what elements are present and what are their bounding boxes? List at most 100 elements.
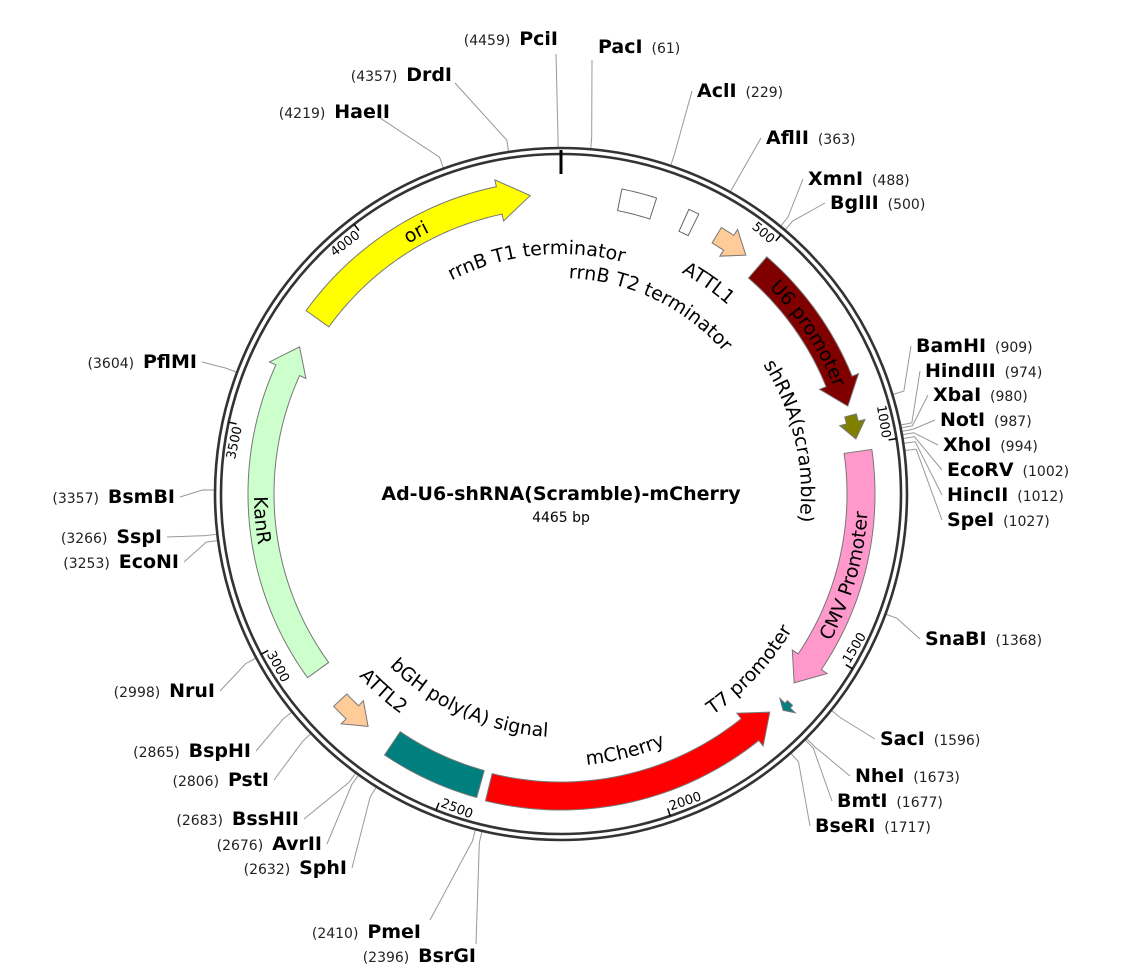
site-label[interactable]: (4357) DrdI (351, 64, 452, 86)
site-pcii[interactable]: (4459) PciI (464, 28, 558, 50)
site-label[interactable]: BmtI (1677) (837, 790, 943, 812)
tick-mark (775, 234, 782, 242)
site-nrui[interactable]: (2998) NruI (114, 680, 215, 702)
feature-bgh-poly-a-signal[interactable] (383, 731, 485, 799)
site-label[interactable]: (3266) SspI (61, 526, 162, 548)
feature-attl2[interactable] (332, 693, 369, 727)
site-name: BamHI (916, 335, 986, 357)
site-leader-line (805, 739, 833, 802)
site-psti[interactable]: (2806) PstI (172, 769, 269, 791)
tick-label: 1000 (873, 404, 893, 439)
site-acli[interactable]: AclI (229) (697, 80, 783, 102)
site-bmti[interactable]: BmtI (1677) (837, 790, 943, 812)
site-drdi[interactable]: (4357) DrdI (351, 64, 452, 86)
site-label[interactable]: EcoRV (1002) (947, 459, 1069, 481)
site-label[interactable]: (2683) BssHII (176, 808, 299, 830)
site-name: BssHII (232, 808, 299, 830)
site-name: PacI (598, 36, 643, 58)
site-position: (994) (991, 439, 1038, 455)
site-label[interactable]: (2806) PstI (172, 769, 269, 791)
site-avrii[interactable]: (2676) AvrII (217, 833, 322, 855)
feature-label-text: shRNA(scramble) (759, 356, 818, 524)
site-xbai[interactable]: XbaI (980) (933, 384, 1028, 406)
feature-ori[interactable] (305, 179, 532, 328)
site-label[interactable]: PacI (61) (598, 36, 680, 58)
site-nhei[interactable]: NheI (1673) (855, 765, 960, 787)
site-bsshii[interactable]: (2683) BssHII (176, 808, 299, 830)
site-label[interactable]: NheI (1673) (855, 765, 960, 787)
tick-mark (435, 802, 440, 811)
site-label[interactable]: NotI (987) (940, 409, 1032, 431)
site-name: XhoI (943, 434, 991, 456)
feature-u6-promoter[interactable] (747, 256, 860, 407)
site-pmei[interactable]: (2410) PmeI (312, 921, 421, 943)
site-label[interactable]: XbaI (980) (933, 384, 1028, 406)
feature-rrnb-t1-terminator[interactable] (616, 188, 658, 220)
site-label[interactable]: AclI (229) (697, 80, 783, 102)
site-label[interactable]: (3253) EcoNI (63, 551, 179, 573)
site-xmni[interactable]: XmnI (488) (808, 168, 910, 190)
site-sspi[interactable]: (3266) SspI (61, 526, 162, 548)
site-label[interactable]: XhoI (994) (943, 434, 1038, 456)
site-label[interactable]: (2865) BspHI (133, 740, 251, 762)
site-econi[interactable]: (3253) EcoNI (63, 551, 179, 573)
site-leader-line (273, 733, 311, 781)
feature-attl1[interactable] (711, 226, 747, 257)
feature-t7-promoter[interactable] (778, 696, 797, 714)
site-haeii[interactable]: (4219) HaeII (279, 101, 390, 123)
site-label[interactable]: (3357) BsmBI (52, 486, 175, 508)
site-label[interactable]: SacI (1596) (880, 728, 980, 750)
site-label[interactable]: SpeI (1027) (947, 509, 1050, 531)
site-spei[interactable]: SpeI (1027) (947, 509, 1050, 531)
site-label[interactable]: (2998) NruI (114, 680, 215, 702)
site-label[interactable]: (2396) BsrGI (363, 945, 476, 967)
feature-cmv-promoter[interactable] (791, 448, 876, 684)
site-bamhi[interactable]: BamHI (909) (916, 335, 1033, 357)
site-label[interactable]: (2632) SphI (244, 857, 347, 879)
feature-shrna-scramble[interactable] (838, 413, 866, 440)
feature-label-bgh-poly-a-signal: bGH poly(A) signal (386, 654, 549, 742)
site-position: (4219) (279, 106, 334, 122)
site-label[interactable]: AflII (363) (766, 127, 855, 149)
site-position: (1677) (887, 795, 942, 811)
site-bsrgi[interactable]: (2396) BsrGI (363, 945, 476, 967)
site-label[interactable]: (4219) HaeII (279, 101, 390, 123)
site-bsphi[interactable]: (2865) BspHI (133, 740, 251, 762)
site-position: (987) (985, 414, 1032, 430)
feature-rrnb-t2-terminator[interactable] (678, 208, 700, 237)
site-sphi[interactable]: (2632) SphI (244, 857, 347, 879)
site-label[interactable]: (2410) PmeI (312, 921, 421, 943)
site-leader-line (201, 361, 237, 373)
site-bseri[interactable]: BseRI (1717) (815, 815, 931, 837)
site-saci[interactable]: SacI (1596) (880, 728, 980, 750)
site-label[interactable]: (2676) AvrII (217, 833, 322, 855)
site-label[interactable]: BamHI (909) (916, 335, 1033, 357)
site-label[interactable]: XmnI (488) (808, 168, 910, 190)
site-snabi[interactable]: SnaBI (1368) (925, 628, 1042, 650)
site-paci[interactable]: PacI (61) (598, 36, 680, 58)
site-pflmi[interactable]: (3604) PflMI (88, 351, 197, 373)
site-label[interactable]: HincII (1012) (947, 484, 1064, 506)
site-label[interactable]: BglII (500) (830, 192, 925, 214)
site-xhoi[interactable]: XhoI (994) (943, 434, 1038, 456)
site-aflii[interactable]: AflII (363) (766, 127, 855, 149)
site-hindiii[interactable]: HindIII (974) (925, 360, 1042, 382)
site-noti[interactable]: NotI (987) (940, 409, 1032, 431)
site-label[interactable]: (4459) PciI (464, 28, 558, 50)
site-label[interactable]: HindIII (974) (925, 360, 1042, 382)
feature-label-mcherry: mCherry (584, 729, 667, 770)
site-bglii[interactable]: BglII (500) (830, 192, 925, 214)
feature-mcherry[interactable] (484, 711, 771, 811)
site-label[interactable]: BseRI (1717) (815, 815, 931, 837)
feature-kanr[interactable] (247, 346, 330, 679)
site-ecorv[interactable]: EcoRV (1002) (947, 459, 1069, 481)
site-position: (363) (809, 132, 856, 148)
site-hincii[interactable]: HincII (1012) (947, 484, 1064, 506)
site-bsmbi[interactable]: (3357) BsmBI (52, 486, 175, 508)
site-position: (488) (863, 173, 910, 189)
feature-label-kanr: KanR (249, 496, 275, 546)
site-name: BsrGI (418, 945, 476, 967)
site-label[interactable]: (3604) PflMI (88, 351, 197, 373)
site-label[interactable]: SnaBI (1368) (925, 628, 1042, 650)
site-name: BseRI (815, 815, 875, 837)
